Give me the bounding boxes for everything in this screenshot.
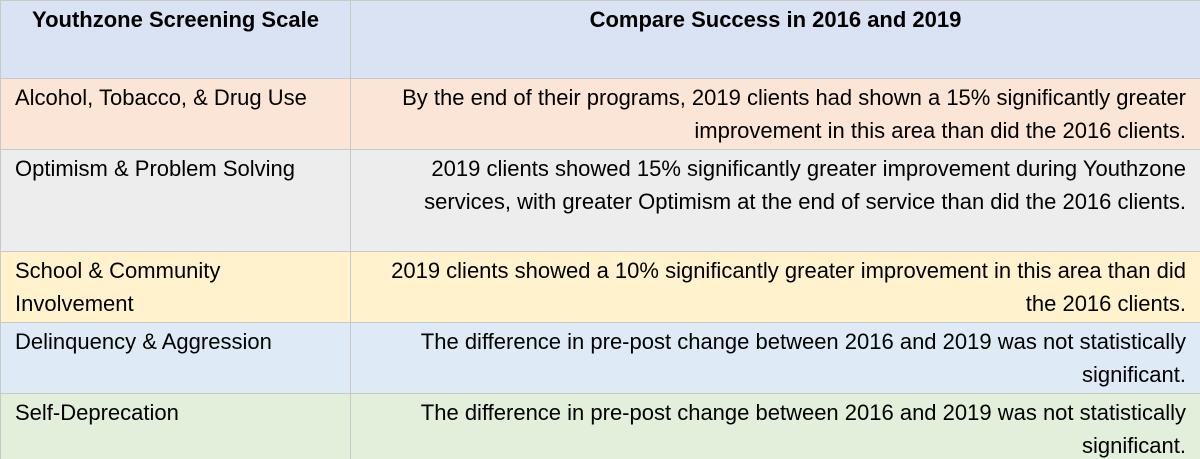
table-row: Delinquency & Aggression The difference … [0,322,1200,394]
table-header-row: Youthzone Screening Scale Compare Succes… [0,0,1200,79]
scale-cell: Alcohol, Tobacco, & Drug Use [0,78,351,150]
scale-cell: School & Community Involvement [0,251,351,323]
result-cell: 2019 clients showed a 10% significantly … [350,251,1200,323]
result-cell: The difference in pre-post change betwee… [350,393,1200,459]
result-cell: By the end of their programs, 2019 clien… [350,78,1200,150]
table-row: Alcohol, Tobacco, & Drug Use By the end … [0,78,1200,150]
result-cell: 2019 clients showed 15% significantly gr… [350,149,1200,252]
table-row: Optimism & Problem Solving 2019 clients … [0,149,1200,252]
header-screening-scale: Youthzone Screening Scale [0,0,351,79]
header-compare-success: Compare Success in 2016 and 2019 [350,0,1200,79]
table-row: School & Community Involvement 2019 clie… [0,251,1200,323]
table-row: Self-Deprecation The difference in pre-p… [0,393,1200,459]
scale-cell: Optimism & Problem Solving [0,149,351,252]
scale-cell: Delinquency & Aggression [0,322,351,394]
result-cell: The difference in pre-post change betwee… [350,322,1200,394]
scale-cell: Self-Deprecation [0,393,351,459]
